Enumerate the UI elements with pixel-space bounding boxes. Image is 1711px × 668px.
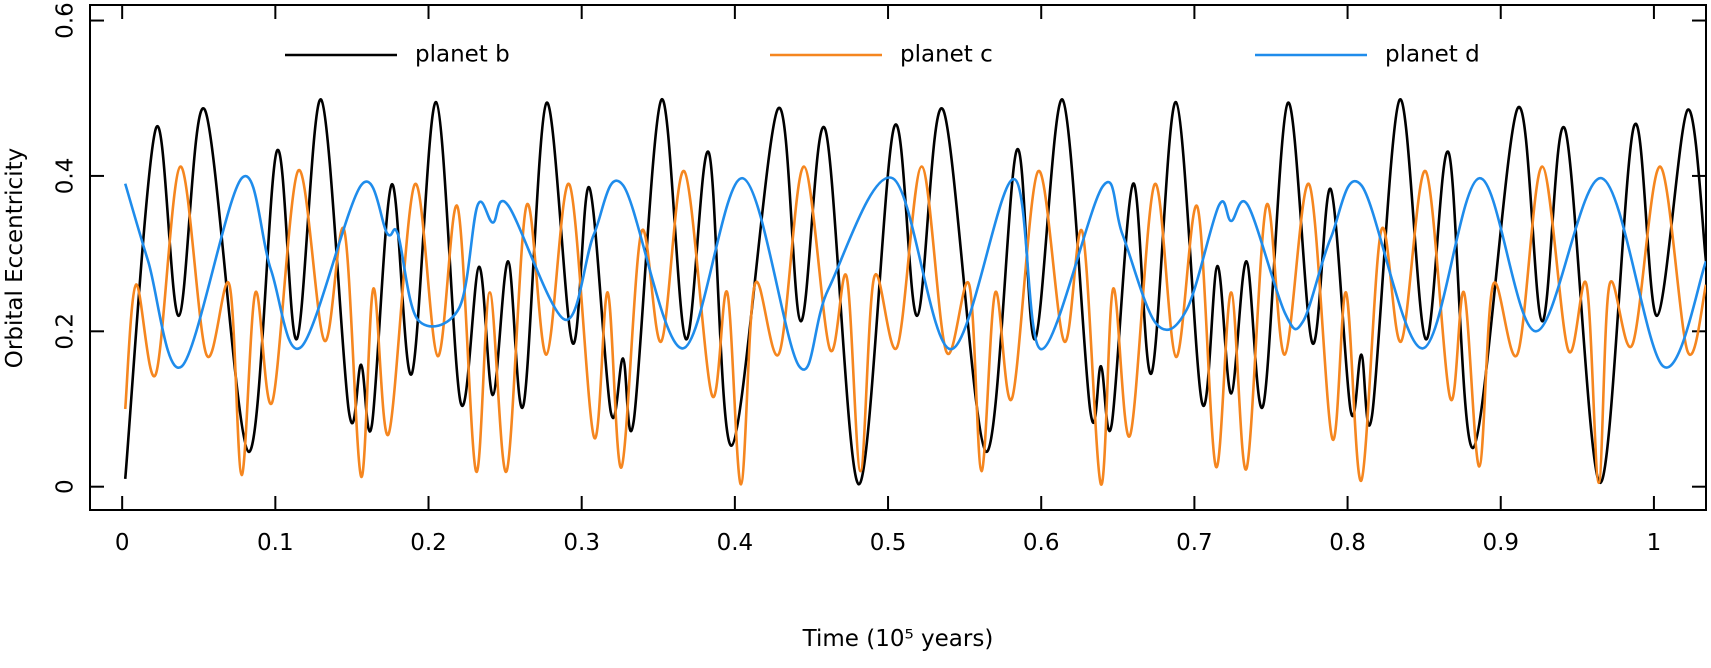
x-tick-label: 0.4 — [717, 530, 754, 556]
x-tick-label: 0 — [115, 530, 130, 556]
x-tick-label: 0.8 — [1329, 530, 1366, 556]
legend-label: planet b — [415, 42, 510, 68]
x-tick-label: 0.7 — [1176, 530, 1213, 556]
x-tick-label: 0.5 — [870, 530, 907, 556]
plot-frame — [89, 4, 1707, 511]
y-tick-label: 0 — [53, 479, 79, 494]
series-line — [123, 165, 1706, 486]
x-tick-label: 0.1 — [257, 530, 294, 556]
y-tick-label: 0.2 — [53, 313, 79, 350]
y-axis-label: Orbital Eccentricity — [2, 148, 28, 368]
x-tick-label: 0.6 — [1023, 530, 1060, 556]
series-line — [123, 174, 1706, 371]
x-tick-label: 1 — [1647, 530, 1662, 556]
legend-label: planet d — [1385, 42, 1480, 68]
series-line — [123, 98, 1706, 486]
x-tick-label: 0.2 — [410, 530, 447, 556]
x-tick-label: 0.3 — [563, 530, 600, 556]
legend-label: planet c — [900, 42, 993, 68]
y-tick-label: 0.6 — [53, 2, 79, 39]
x-tick-label: 0.9 — [1482, 530, 1519, 556]
y-tick-label: 0.4 — [53, 158, 79, 195]
x-axis-label: Time (10⁵ years) — [802, 626, 994, 652]
